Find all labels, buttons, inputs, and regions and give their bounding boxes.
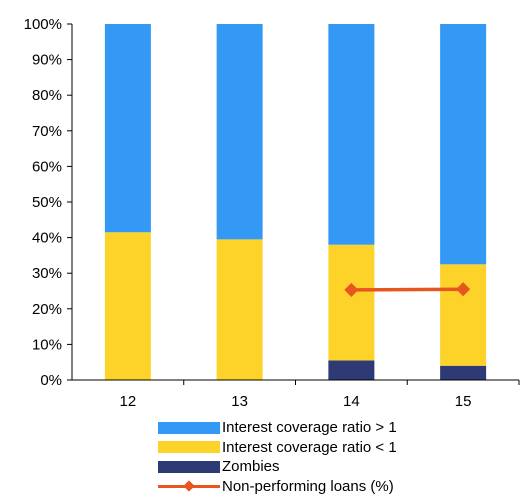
line-layer [344,282,471,298]
y-tick-label: 80% [32,87,62,104]
legend-diamond-marker [183,480,195,492]
legend-line-swatch [158,480,220,492]
legend-label: Zombies [222,458,280,476]
x-tick-label: 12 [120,393,137,410]
x-tick-label: 14 [343,393,360,410]
axes-layer: 0% 10% 20% 30% 40% 50% 60% 70% 80% 90% 100% 12 13 14 1… [24,16,520,410]
point-non-performing-loans [344,282,359,298]
legend-item: Interest coverage ratio < 1 [158,438,458,458]
legend-item: Interest coverage ratio > 1 [158,418,458,438]
legend-label: Non-performing loans (%) [222,477,394,495]
bar-zombies-14 [328,360,375,380]
legend-label: Interest coverage ratio < 1 [222,438,397,456]
y-tick-label: 30% [32,265,62,282]
y-tick-label: 100% [24,16,62,33]
x-tick-label: 15 [455,393,472,410]
legend-item: Zombies [158,457,458,477]
y-tick-label: 90% [32,52,62,69]
bar-interest-coverage-ratio-1-12 [104,232,151,380]
legend: Interest coverage ratio > 1 Interest cove… [158,418,458,496]
y-tick-label: 40% [32,230,62,247]
legend-color-swatch [158,460,220,473]
bar-interest-coverage-ratio-1-14 [328,244,375,361]
y-tick-label: 0% [40,372,62,389]
y-tick-label: 20% [32,301,62,318]
line-non-performing-loans [351,287,464,292]
legend-label: Interest coverage ratio > 1 [222,419,397,437]
legend-color-swatch [158,421,220,434]
legend-color-swatch [158,441,220,454]
chart: 0% 10% 20% 30% 40% 50% 60% 70% 80% 90% 100% 12 13 14 1… [24,16,520,410]
y-tick-label: 10% [32,336,62,353]
bar-interest-coverage-ratio-1-13 [216,24,263,240]
y-tick-label: 60% [32,158,62,175]
y-tick-label: 70% [32,123,62,140]
point-non-performing-loans [456,282,471,297]
bar-interest-coverage-ratio-1-15 [440,24,487,265]
bar-interest-coverage-ratio-1-13 [216,239,263,380]
bar-interest-coverage-ratio-1-15 [440,264,487,366]
bar-zombies-15 [440,365,487,380]
bars-layer [104,24,487,380]
legend-item: Non-performing loans (%) [158,477,458,497]
bar-interest-coverage-ratio-1-14 [328,24,375,245]
x-tick-label: 13 [231,393,248,410]
bar-interest-coverage-ratio-1-12 [104,24,151,233]
y-tick-label: 50% [32,194,62,211]
